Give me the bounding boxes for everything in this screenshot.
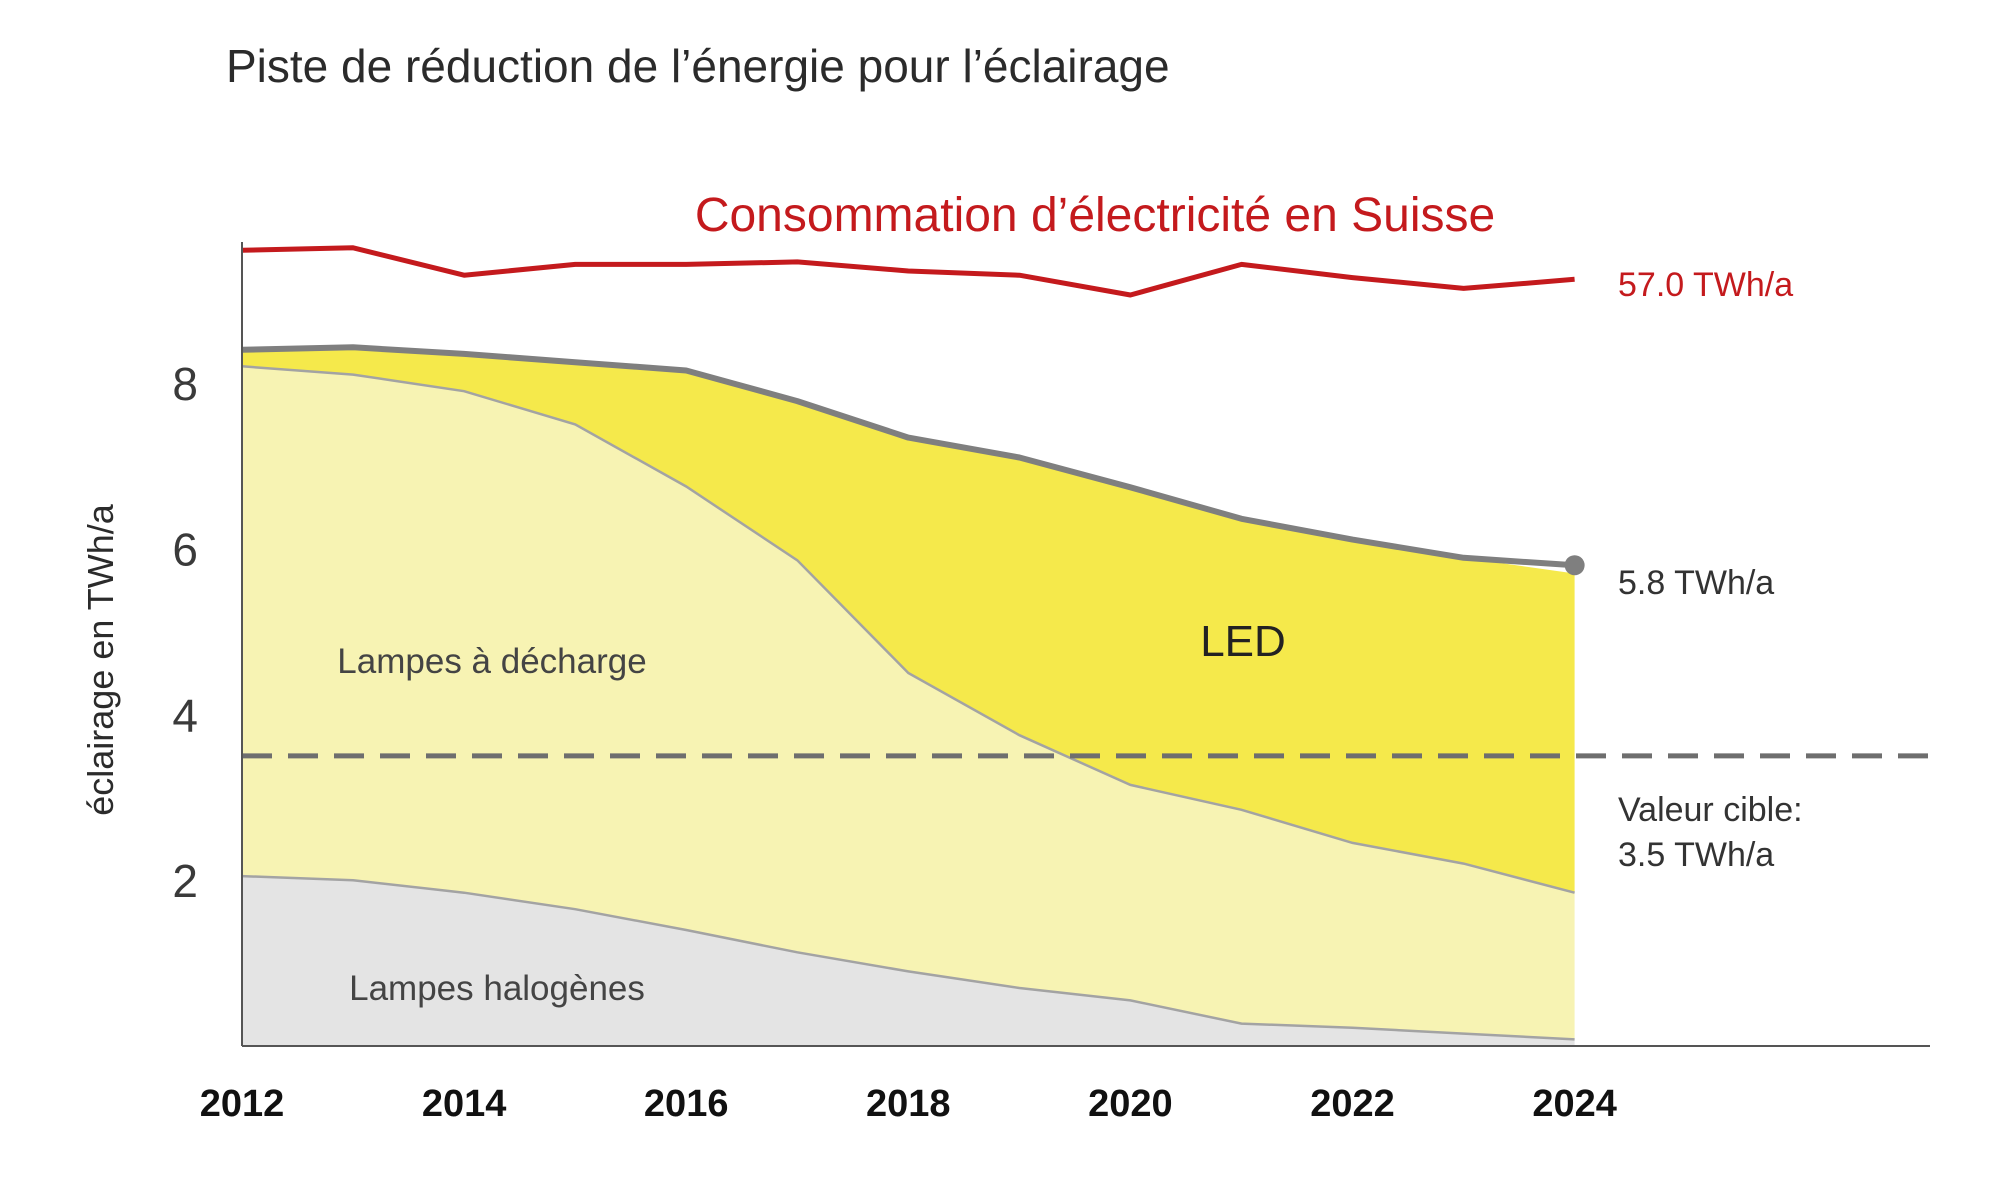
y-tick-labels: 2 4 6 8	[172, 358, 198, 907]
stacked-areas	[242, 347, 1575, 1046]
series-label-led: LED	[1200, 617, 1286, 666]
x-tick-2018: 2018	[866, 1083, 951, 1125]
series-label-lampes-halogenes: Lampes halogènes	[349, 969, 645, 1008]
total-end-point	[1564, 555, 1585, 576]
boundary-line-1	[241, 874, 1575, 1041]
consumption-label: Consommation d’électricité en Suisse	[695, 189, 1495, 242]
y-tick-8: 8	[172, 358, 198, 410]
chart-title: Piste de réduction de l’énergie pour l’é…	[226, 40, 1170, 92]
total-line	[241, 344, 1575, 569]
x-tick-2014: 2014	[422, 1083, 507, 1125]
y-axis-label: éclairage en TWh/a	[80, 503, 121, 815]
x-tick-2020: 2020	[1088, 1083, 1173, 1125]
consumption-end-label: 57.0 TWh/a	[1618, 266, 1793, 304]
target-label-line2: 3.5 TWh/a	[1618, 836, 1774, 874]
target-label-line1: Valeur cible:	[1618, 791, 1803, 829]
y-tick-4: 4	[172, 689, 198, 741]
area-lampes-halog-nes	[242, 876, 1575, 1046]
x-tick-2022: 2022	[1310, 1083, 1395, 1125]
x-tick-labels: 2012 2014 2016 2018 2020 2022 2024	[200, 1083, 1617, 1125]
boundary-line-2	[241, 365, 1575, 894]
series-lines	[241, 245, 1930, 1041]
area-lampes-d-charge	[242, 366, 1575, 1040]
y-tick-2: 2	[172, 855, 198, 907]
x-tick-2012: 2012	[200, 1083, 285, 1125]
x-tick-2016: 2016	[644, 1083, 729, 1125]
total-end-label: 5.8 TWh/a	[1618, 564, 1774, 602]
x-tick-2024: 2024	[1532, 1083, 1617, 1125]
y-tick-6: 6	[172, 524, 198, 576]
consumption-line	[241, 245, 1575, 298]
series-label-lampes-decharge: Lampes à décharge	[337, 642, 646, 681]
area-led	[242, 347, 1575, 893]
